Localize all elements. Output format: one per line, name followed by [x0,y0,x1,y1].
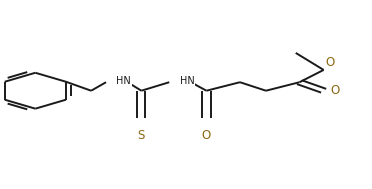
Text: S: S [138,129,145,142]
Text: HN: HN [116,76,131,86]
Text: O: O [202,129,211,142]
Text: O: O [326,56,335,69]
Text: HN: HN [180,76,195,86]
Text: O: O [330,84,340,97]
